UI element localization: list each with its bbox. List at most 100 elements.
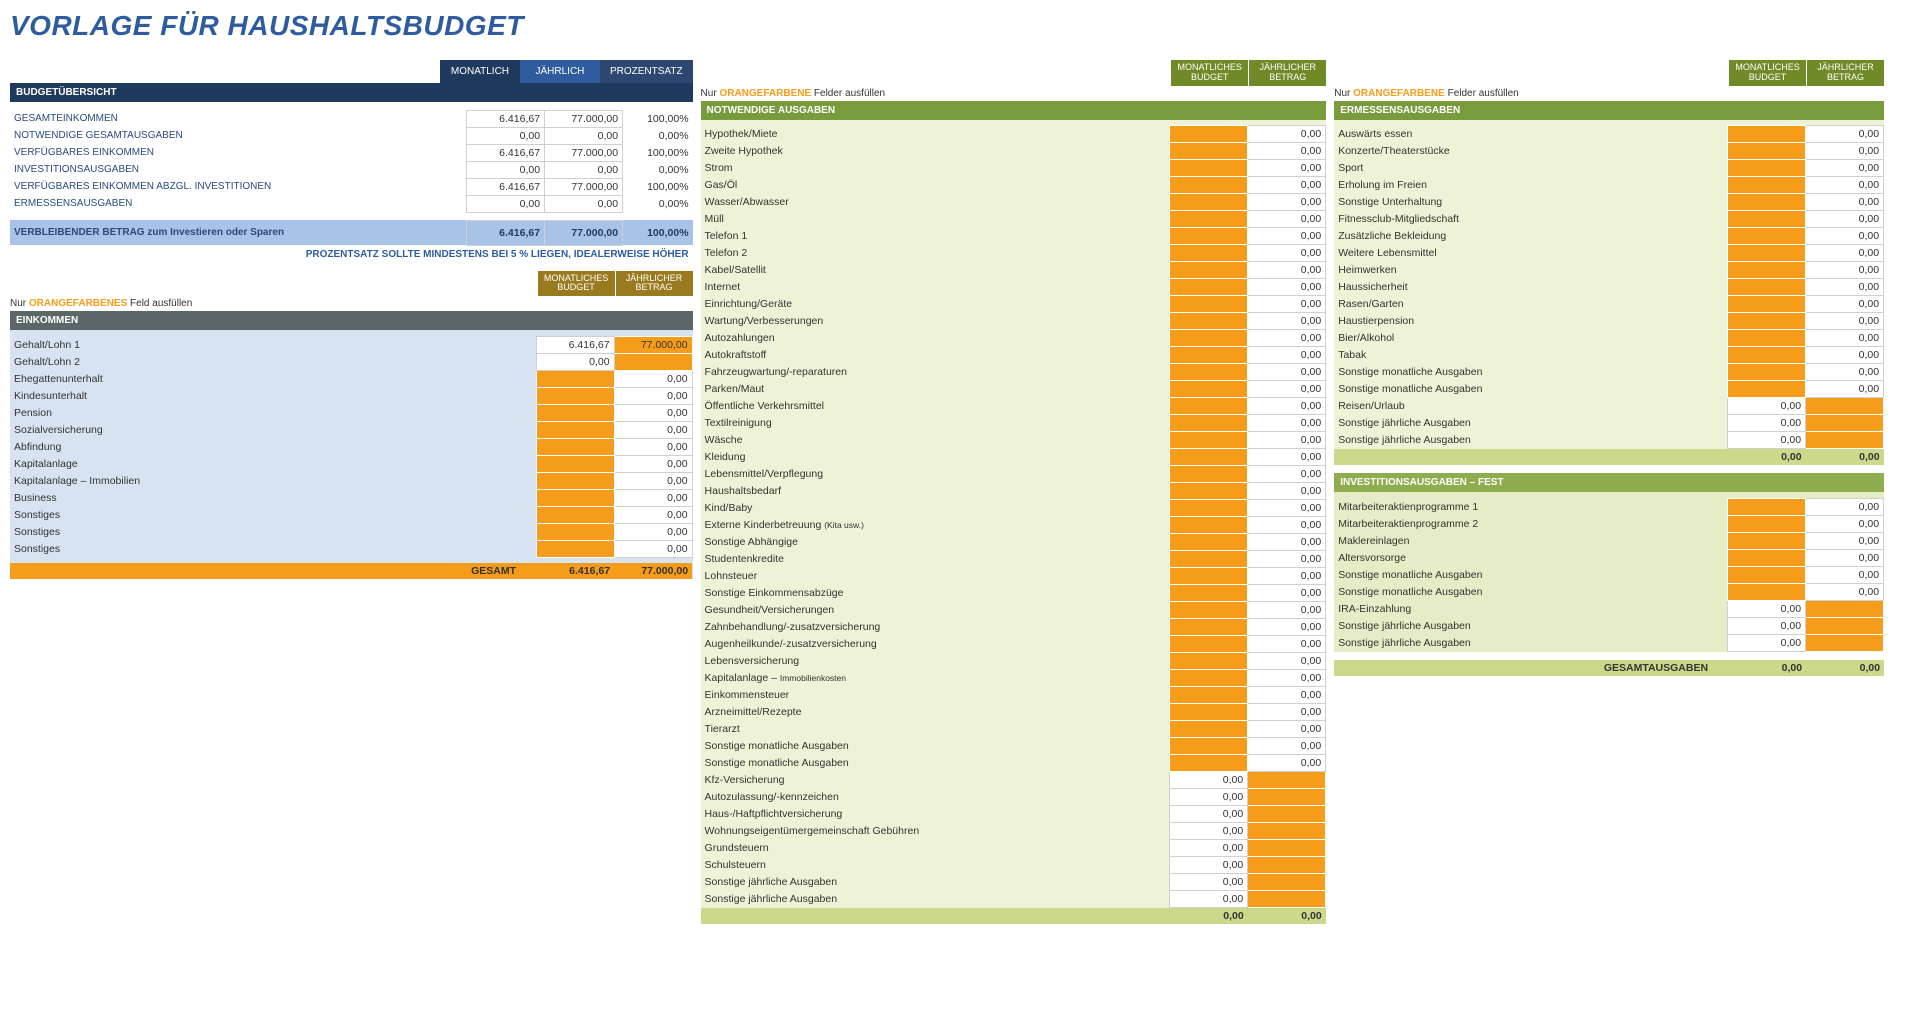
expense-row-monthly[interactable] xyxy=(1170,296,1248,313)
expense-row-monthly[interactable] xyxy=(1170,415,1248,432)
income-row-monthly[interactable] xyxy=(536,438,614,455)
expense-row-monthly[interactable] xyxy=(1170,534,1248,551)
expense-row-monthly[interactable] xyxy=(1170,160,1248,177)
expense-row-monthly[interactable] xyxy=(1170,466,1248,483)
expense-row-monthly[interactable] xyxy=(1170,279,1248,296)
expense-row-monthly[interactable] xyxy=(1170,704,1248,721)
expense-row-monthly[interactable] xyxy=(1170,177,1248,194)
income-row-monthly[interactable] xyxy=(536,455,614,472)
expense-row-monthly[interactable] xyxy=(1170,721,1248,738)
expense-row-yearly[interactable] xyxy=(1806,617,1884,634)
tab-yearly[interactable]: JÄHRLICH xyxy=(520,60,600,83)
income-row-monthly[interactable] xyxy=(536,523,614,540)
tab-monthly[interactable]: MONATLICH xyxy=(440,60,520,83)
expense-row-monthly[interactable] xyxy=(1170,500,1248,517)
expense-row-monthly[interactable] xyxy=(1728,515,1806,532)
expense-row-yearly[interactable] xyxy=(1806,634,1884,651)
expense-row-monthly[interactable] xyxy=(1170,245,1248,262)
expense-row-monthly[interactable] xyxy=(1170,568,1248,585)
income-row-yearly[interactable]: 0,00 xyxy=(614,387,692,404)
expense-row-yearly[interactable] xyxy=(1806,398,1884,415)
expense-row-monthly[interactable] xyxy=(1728,262,1806,279)
expense-row-yearly[interactable] xyxy=(1248,823,1326,840)
expense-row-monthly[interactable] xyxy=(1728,566,1806,583)
income-row-yearly[interactable]: 0,00 xyxy=(614,370,692,387)
income-row-monthly[interactable]: 0,00 xyxy=(536,353,614,370)
expense-row-monthly[interactable] xyxy=(1170,398,1248,415)
expense-row-monthly[interactable] xyxy=(1170,194,1248,211)
income-row-monthly[interactable]: 6.416,67 xyxy=(536,336,614,353)
expense-row-yearly[interactable] xyxy=(1248,857,1326,874)
expense-row-monthly[interactable] xyxy=(1728,347,1806,364)
income-row-yearly[interactable]: 77.000,00 xyxy=(614,336,692,353)
income-row-monthly[interactable] xyxy=(536,489,614,506)
expense-row-monthly[interactable] xyxy=(1728,211,1806,228)
tab-percent[interactable]: PROZENTSATZ xyxy=(600,60,693,83)
expense-row-monthly[interactable] xyxy=(1170,228,1248,245)
income-row-monthly[interactable] xyxy=(536,387,614,404)
expense-row-monthly[interactable] xyxy=(1170,670,1248,687)
income-row-monthly[interactable] xyxy=(536,540,614,557)
income-row-monthly[interactable] xyxy=(536,421,614,438)
expense-row-monthly[interactable] xyxy=(1728,498,1806,515)
income-row-yearly[interactable]: 0,00 xyxy=(614,421,692,438)
expense-row-monthly[interactable] xyxy=(1170,585,1248,602)
expense-row-monthly[interactable] xyxy=(1170,551,1248,568)
expense-row-yearly[interactable] xyxy=(1248,840,1326,857)
expense-row-monthly[interactable] xyxy=(1170,738,1248,755)
expense-row-monthly[interactable] xyxy=(1170,330,1248,347)
expense-row-monthly[interactable] xyxy=(1170,636,1248,653)
income-row-monthly[interactable] xyxy=(536,472,614,489)
expense-row-yearly[interactable] xyxy=(1806,432,1884,449)
income-row-monthly[interactable] xyxy=(536,506,614,523)
expense-row-monthly[interactable] xyxy=(1170,517,1248,534)
expense-row-monthly[interactable] xyxy=(1728,245,1806,262)
expense-row-monthly[interactable] xyxy=(1170,262,1248,279)
expense-row-yearly[interactable] xyxy=(1806,415,1884,432)
expense-row-yearly[interactable] xyxy=(1248,772,1326,789)
expense-row-monthly[interactable] xyxy=(1728,279,1806,296)
expense-row-monthly[interactable] xyxy=(1170,211,1248,228)
income-row-yearly[interactable]: 0,00 xyxy=(614,489,692,506)
expense-row-monthly[interactable] xyxy=(1170,449,1248,466)
expense-row-monthly[interactable] xyxy=(1170,619,1248,636)
expense-row-monthly[interactable] xyxy=(1728,313,1806,330)
expense-row-monthly[interactable] xyxy=(1170,126,1248,143)
expense-row-monthly[interactable] xyxy=(1170,602,1248,619)
income-row-yearly[interactable]: 0,00 xyxy=(614,404,692,421)
expense-row-monthly[interactable] xyxy=(1170,432,1248,449)
expense-row-monthly[interactable] xyxy=(1728,228,1806,245)
income-row-yearly[interactable]: 0,00 xyxy=(614,438,692,455)
expense-row-monthly[interactable] xyxy=(1728,177,1806,194)
expense-row-monthly[interactable] xyxy=(1728,532,1806,549)
income-row-yearly[interactable] xyxy=(614,353,692,370)
income-row-monthly[interactable] xyxy=(536,370,614,387)
expense-row-monthly[interactable] xyxy=(1170,381,1248,398)
expense-row-monthly[interactable] xyxy=(1728,364,1806,381)
expense-row-yearly[interactable] xyxy=(1248,874,1326,891)
expense-row-monthly[interactable] xyxy=(1728,126,1806,143)
income-row-yearly[interactable]: 0,00 xyxy=(614,523,692,540)
expense-row-monthly[interactable] xyxy=(1728,143,1806,160)
expense-row-monthly[interactable] xyxy=(1728,194,1806,211)
income-row-yearly[interactable]: 0,00 xyxy=(614,506,692,523)
expense-row-monthly[interactable] xyxy=(1170,364,1248,381)
income-row-yearly[interactable]: 0,00 xyxy=(614,472,692,489)
expense-row-monthly[interactable] xyxy=(1728,330,1806,347)
expense-row-monthly[interactable] xyxy=(1170,755,1248,772)
expense-row-monthly[interactable] xyxy=(1728,296,1806,313)
expense-row-monthly[interactable] xyxy=(1170,143,1248,160)
expense-row-monthly[interactable] xyxy=(1170,483,1248,500)
expense-row-yearly[interactable] xyxy=(1806,600,1884,617)
expense-row-yearly[interactable] xyxy=(1248,806,1326,823)
expense-row-yearly[interactable] xyxy=(1248,789,1326,806)
expense-row-monthly[interactable] xyxy=(1170,653,1248,670)
expense-row-yearly[interactable] xyxy=(1248,891,1326,908)
expense-row-monthly[interactable] xyxy=(1170,313,1248,330)
income-row-yearly[interactable]: 0,00 xyxy=(614,540,692,557)
expense-row-monthly[interactable] xyxy=(1728,160,1806,177)
income-row-monthly[interactable] xyxy=(536,404,614,421)
expense-row-monthly[interactable] xyxy=(1170,347,1248,364)
expense-row-monthly[interactable] xyxy=(1728,549,1806,566)
expense-row-monthly[interactable] xyxy=(1728,381,1806,398)
